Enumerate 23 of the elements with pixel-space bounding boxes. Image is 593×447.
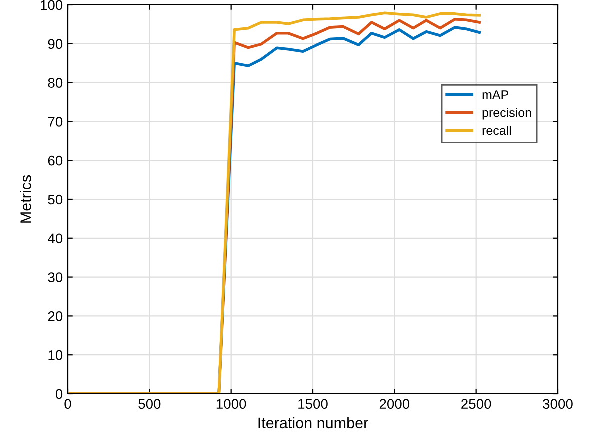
y-tick-label: 20	[48, 312, 63, 322]
y-tick-label: 80	[48, 78, 63, 88]
x-axis-title: Iteration number	[258, 417, 368, 429]
x-tick-label: 2500	[462, 399, 492, 410]
y-tick-label: 0	[56, 389, 63, 400]
legend-label: mAP	[482, 90, 508, 100]
x-tick-label: 0	[64, 399, 72, 410]
y-tick-label: 60	[48, 156, 63, 166]
y-tick-label: 90	[48, 39, 63, 50]
x-tick-label: 1000	[216, 399, 246, 410]
y-tick-label: 70	[48, 117, 63, 127]
legend-label: precision	[482, 108, 532, 120]
legend-label: recall	[482, 126, 512, 136]
x-tick-label: 500	[138, 399, 161, 410]
y-axis-title: Metrics	[20, 175, 32, 223]
y-tick-label: 10	[48, 350, 63, 360]
y-tick-label: 40	[48, 234, 63, 244]
y-tick-label: 50	[48, 194, 63, 205]
y-tick-label: 30	[48, 272, 63, 282]
y-tick-label: 100	[41, 0, 63, 10]
x-tick-label: 1500	[298, 399, 328, 410]
x-tick-label: 2000	[380, 399, 410, 410]
x-tick-label: 3000	[543, 399, 573, 410]
